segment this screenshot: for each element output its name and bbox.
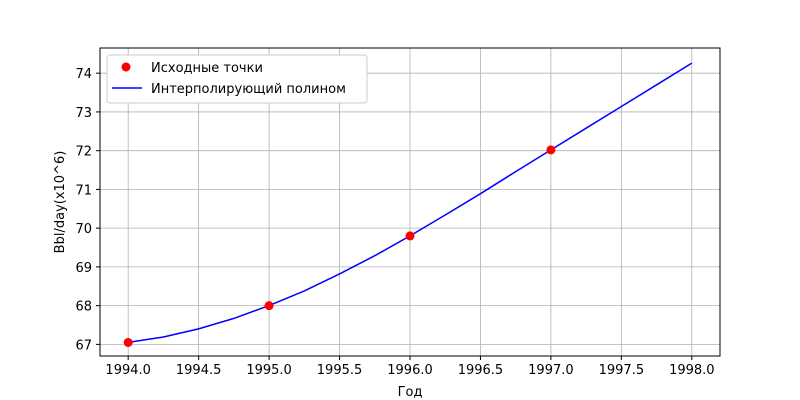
legend-label-points: Исходные точки	[151, 61, 263, 76]
data-point	[264, 301, 274, 311]
y-tick-label: 71	[75, 183, 92, 198]
y-tick-label: 68	[75, 300, 92, 315]
x-tick-label: 1995.0	[246, 363, 292, 378]
x-tick-label: 1996.5	[458, 363, 504, 378]
legend-label-curve: Интерполирующий полином	[151, 82, 346, 97]
x-tick-label: 1996.0	[387, 363, 433, 378]
plot-series	[123, 62, 693, 347]
data-point	[546, 145, 556, 155]
legend: Исходные точки Интерполирующий полином	[106, 54, 368, 104]
y-tick-label: 74	[75, 67, 92, 82]
y-tick-label: 72	[75, 145, 92, 160]
x-tick-label: 1997.5	[599, 363, 645, 378]
y-tick-label: 73	[75, 106, 92, 121]
y-tick-label: 69	[75, 261, 92, 276]
x-tick-label: 1997.0	[528, 363, 574, 378]
ticks: 1994.0 1994.5 1995.0 1995.5 1996.0 1996.5 1997…	[75, 67, 714, 378]
x-tick-label: 1995.5	[317, 363, 363, 378]
data-point	[123, 337, 133, 347]
x-tick-label: 1998.0	[669, 363, 715, 378]
legend-marker-points	[121, 62, 131, 72]
y-tick-label: 67	[75, 338, 92, 353]
y-tick-label: 70	[75, 222, 92, 237]
x-tick-label: 1994.5	[176, 363, 222, 378]
legend-box	[106, 54, 368, 104]
data-point	[405, 231, 415, 241]
x-axis-label: Год	[398, 385, 423, 400]
grid	[100, 48, 720, 356]
x-tick-label: 1994.0	[105, 363, 151, 378]
y-axis-label: Bbl/day(x10^6)	[53, 151, 68, 254]
